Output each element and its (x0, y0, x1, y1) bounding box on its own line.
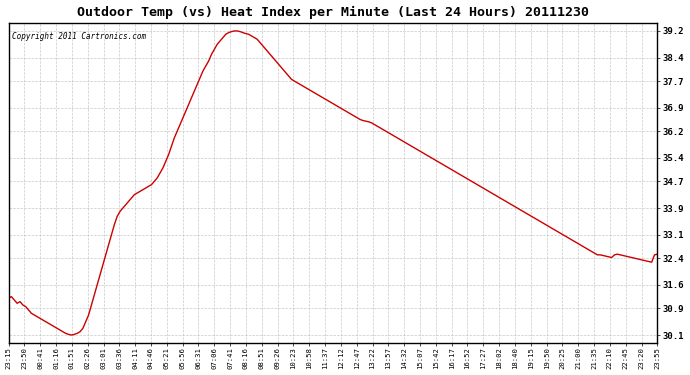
Title: Outdoor Temp (vs) Heat Index per Minute (Last 24 Hours) 20111230: Outdoor Temp (vs) Heat Index per Minute … (77, 6, 589, 19)
Text: Copyright 2011 Cartronics.com: Copyright 2011 Cartronics.com (12, 32, 146, 41)
